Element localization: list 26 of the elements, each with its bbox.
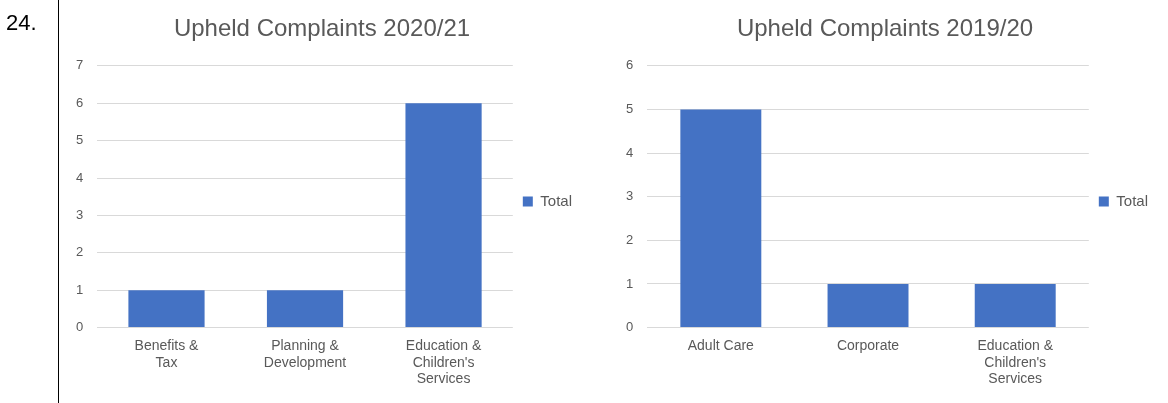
chart-title: Upheld Complaints 2019/20: [736, 14, 1034, 42]
y-tick-label: 1: [76, 281, 84, 297]
x-tick-label: Planning & Development: [263, 336, 347, 370]
y-tick-label: 2: [76, 244, 84, 260]
chart-title: Upheld Complaints 2020/21: [173, 14, 471, 42]
y-tick-label: 7: [76, 57, 84, 73]
y-tick-label: 4: [76, 169, 84, 185]
x-tick-label: Adult Care: [687, 336, 755, 353]
y-tick-label: 3: [76, 206, 84, 222]
x-tick-label: Benefits & Tax: [134, 336, 200, 370]
y-tick-label: 0: [76, 319, 84, 335]
y-tick-label: 1: [626, 275, 634, 291]
y-tick-label: 3: [626, 188, 634, 204]
text: 24.: [6, 10, 37, 36]
legend-label: Total: [1116, 191, 1148, 209]
x-tick-label: Education & Children's Services: [405, 336, 482, 387]
y-tick-label: 2: [626, 231, 634, 247]
y-tick-label: 0: [626, 319, 634, 335]
y-tick-label: 5: [76, 132, 84, 148]
y-tick-label: 6: [626, 57, 634, 73]
x-tick-label: Education & Children's Services: [977, 336, 1054, 387]
y-tick-label: 4: [626, 144, 634, 160]
y-tick-label: 5: [626, 101, 634, 117]
x-tick-label: Corporate: [836, 336, 900, 353]
y-tick-label: 6: [76, 94, 84, 110]
legend-label: Total: [540, 191, 572, 209]
